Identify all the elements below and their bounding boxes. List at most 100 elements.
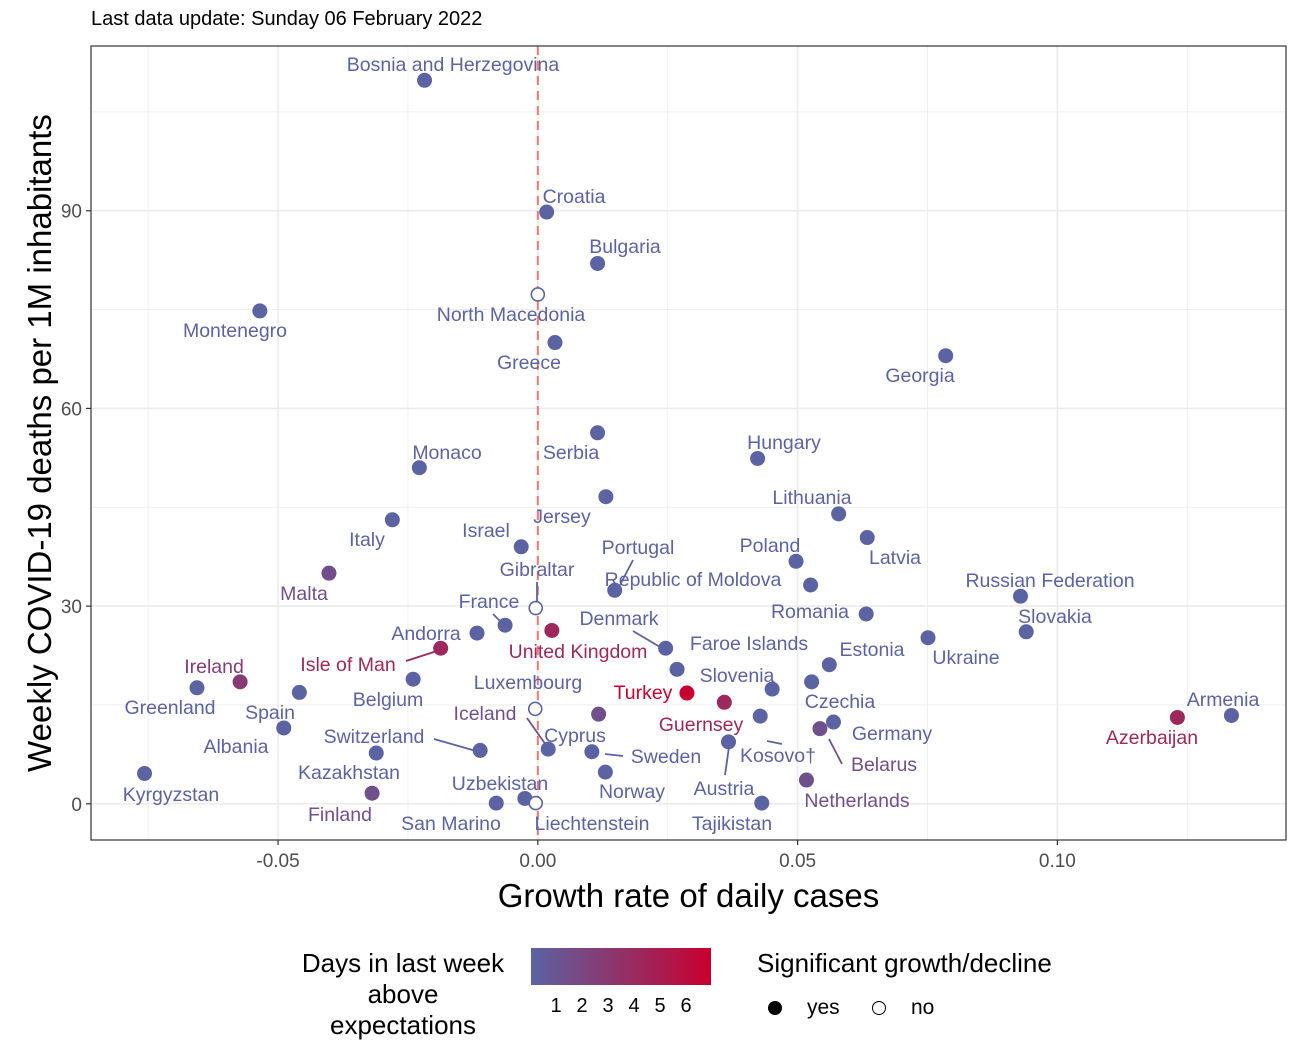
- data-point-hollow: [530, 287, 546, 302]
- point-label: Azerbaijan: [1106, 727, 1198, 749]
- label-leader-line: [632, 630, 661, 648]
- data-point: [788, 553, 804, 569]
- data-point: [591, 706, 607, 722]
- x-tick-label: 0.00: [519, 851, 556, 872]
- color-legend-tick-label: 4: [628, 995, 640, 1017]
- data-point: [716, 694, 732, 710]
- x-tick-label: -0.05: [256, 851, 299, 872]
- x-tick-label: 0.05: [779, 851, 816, 872]
- data-point: [859, 530, 875, 546]
- data-point: [679, 685, 695, 701]
- point-label: Turkey: [614, 682, 673, 704]
- point-label: Jersey: [533, 506, 591, 528]
- point-label: Kazakhstan: [298, 762, 400, 784]
- data-point: [321, 565, 337, 581]
- panel-border: [90, 45, 1287, 841]
- point-label: Germany: [852, 723, 932, 745]
- point-label: Isle of Man: [300, 654, 395, 676]
- point-label: Republic of Moldova: [605, 569, 782, 591]
- point-label: Montenegro: [183, 320, 287, 342]
- point-label: Czechia: [805, 691, 876, 713]
- label-leader-line: [619, 559, 634, 586]
- data-point: [825, 714, 841, 730]
- color-legend-tick-label: 3: [602, 995, 614, 1017]
- point-label: North Macedonia: [437, 304, 586, 326]
- point-label: Hungary: [747, 432, 821, 454]
- point-label: Monaco: [412, 442, 482, 464]
- point-label: Poland: [740, 535, 801, 557]
- point-label: Slovakia: [1018, 606, 1092, 628]
- data-point: [607, 582, 623, 598]
- data-point: [798, 772, 814, 788]
- data-point: [584, 744, 600, 760]
- label-leader-line: [433, 738, 477, 752]
- point-label: Russian Federation: [965, 570, 1134, 592]
- data-point: [598, 489, 614, 505]
- point-label: Guernsey: [659, 714, 744, 736]
- data-point: [1223, 707, 1239, 723]
- y-tick-label: 90: [61, 202, 82, 223]
- point-label: Andorra: [391, 623, 461, 645]
- data-point: [539, 204, 555, 220]
- color-legend-title-line: expectations: [330, 1010, 476, 1040]
- data-point: [497, 617, 513, 633]
- point-label: Ireland: [184, 656, 244, 678]
- y-tick-label: 30: [61, 597, 82, 618]
- label-leader-line: [724, 746, 730, 776]
- point-label: Armenia: [1187, 689, 1260, 711]
- label-leader-line: [526, 717, 547, 746]
- data-point: [252, 303, 268, 319]
- shape-legend-filled-dot: [768, 1001, 782, 1015]
- point-label: Bulgaria: [589, 236, 661, 258]
- data-point: [544, 622, 560, 638]
- point-label: Israel: [462, 520, 510, 542]
- point-label: Liechtenstein: [535, 813, 650, 835]
- data-point: [1169, 709, 1185, 725]
- data-point: [384, 512, 400, 528]
- point-label: Croatia: [543, 186, 606, 208]
- color-legend-tick-label: 5: [654, 995, 666, 1017]
- data-point: [411, 460, 427, 476]
- label-leader-line: [604, 753, 624, 757]
- data-point: [803, 577, 819, 593]
- data-point: [433, 640, 449, 656]
- data-point: [658, 640, 674, 656]
- point-label: France: [459, 591, 520, 613]
- data-point: [232, 674, 248, 690]
- data-point: [750, 450, 766, 466]
- point-label: Norway: [599, 781, 665, 803]
- point-label: Lithuania: [772, 487, 851, 509]
- chart-subtitle: Last data update: Sunday 06 February 202…: [91, 8, 483, 30]
- data-point-hollow: [528, 600, 544, 616]
- point-label-layer: Bosnia and Herzegovina Croatia Bulgaria Mon…: [123, 54, 1260, 835]
- data-point: [1018, 624, 1034, 640]
- point-label: Finland: [308, 804, 372, 826]
- point-label: Gibraltar: [500, 559, 575, 581]
- data-point: [469, 625, 485, 641]
- shape-legend-title: Significant growth/decline: [757, 948, 1052, 978]
- point-label: Luxembourg: [474, 672, 582, 694]
- point-label: Kosovo†: [740, 745, 816, 767]
- data-point: [1013, 588, 1029, 604]
- data-point: [417, 72, 433, 88]
- point-label: Greenland: [124, 697, 215, 719]
- data-point: [597, 764, 613, 780]
- point-label: Austria: [694, 778, 755, 800]
- y-tick-label: 0: [71, 795, 82, 816]
- data-point: [137, 765, 153, 781]
- point-label: Cyprus: [544, 725, 606, 747]
- point-label: Serbia: [543, 442, 600, 464]
- point-label: Belarus: [851, 754, 917, 776]
- color-legend-title-line: Days in last week: [301, 948, 505, 978]
- data-point: [754, 795, 770, 811]
- point-label: Portugal: [602, 537, 675, 559]
- data-point: [831, 506, 847, 522]
- data-point: [472, 742, 488, 758]
- data-point: [513, 539, 529, 555]
- data-point: [920, 630, 936, 646]
- point-label: Slovenia: [700, 665, 775, 687]
- color-legend-title: Days in last week above expectations: [280, 948, 526, 1041]
- axis-tick-layer: -0.05 0.00 0.05 0.10 0 30 60 90: [61, 202, 1076, 872]
